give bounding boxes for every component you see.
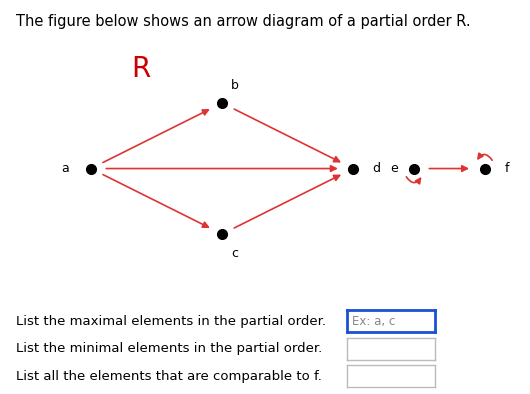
FancyArrowPatch shape (407, 177, 420, 184)
Text: b: b (231, 79, 239, 92)
Text: a: a (61, 162, 69, 175)
Text: e: e (390, 162, 398, 175)
Text: List the minimal elements in the partial order.: List the minimal elements in the partial… (16, 342, 322, 355)
Text: R: R (131, 56, 151, 84)
Text: d: d (372, 162, 380, 175)
FancyArrowPatch shape (478, 153, 492, 160)
Text: The figure below shows an arrow diagram of a partial order R.: The figure below shows an arrow diagram … (16, 14, 471, 29)
Text: Ex: a, c: Ex: a, c (352, 315, 396, 327)
Text: List all the elements that are comparable to f.: List all the elements that are comparabl… (16, 370, 322, 383)
Text: c: c (231, 247, 238, 260)
Text: f: f (505, 162, 509, 175)
Text: List the maximal elements in the partial order.: List the maximal elements in the partial… (16, 315, 326, 327)
